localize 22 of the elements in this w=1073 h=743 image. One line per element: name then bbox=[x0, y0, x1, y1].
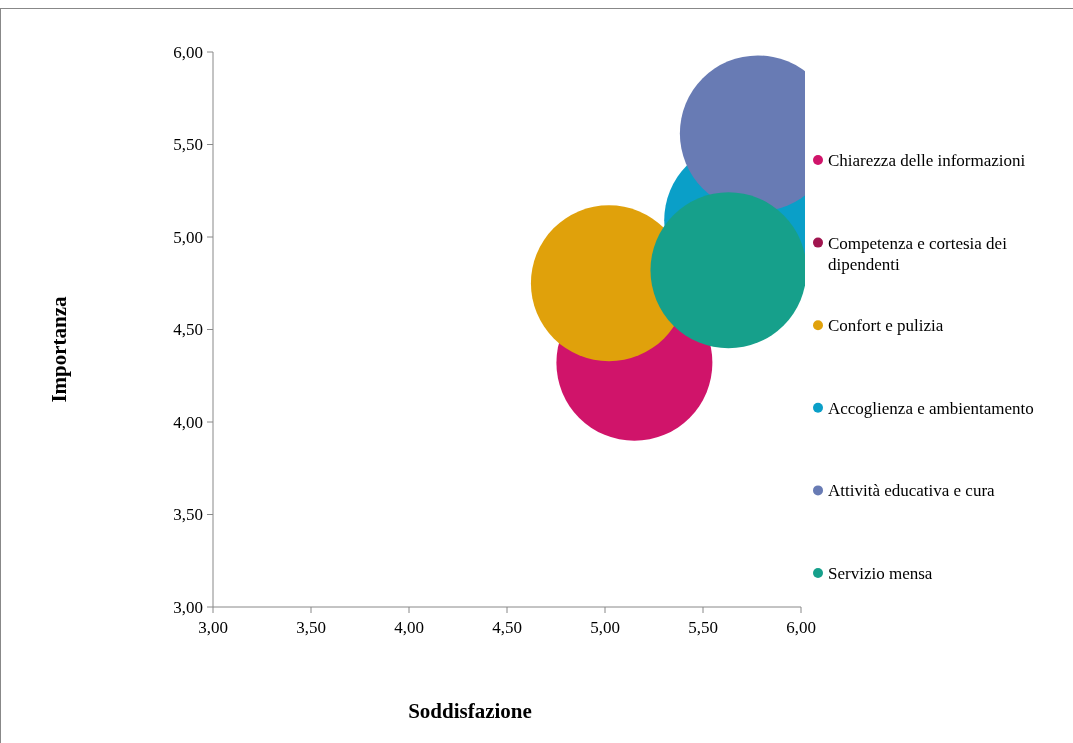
y-tick-label: 5,00 bbox=[173, 227, 203, 247]
legend-label: Confort e pulizia bbox=[828, 316, 944, 336]
x-tick-label: 5,50 bbox=[688, 618, 718, 637]
x-tick-label: 6,00 bbox=[786, 618, 816, 637]
x-tick-label: 3,00 bbox=[198, 618, 228, 637]
x-tick-label: 5,00 bbox=[590, 618, 620, 637]
x-axis-title: Soddisfazione bbox=[408, 699, 532, 723]
y-tick-label: 6,00 bbox=[173, 42, 203, 62]
legend-label: Servizio mensa bbox=[828, 563, 933, 583]
y-tick-label: 3,00 bbox=[173, 597, 203, 617]
legend-label: Chiarezza delle informazioni bbox=[828, 150, 1026, 170]
x-tick-label: 3,50 bbox=[296, 618, 326, 637]
y-tick-label: 4,50 bbox=[173, 320, 203, 340]
y-tick-label: 5,50 bbox=[173, 135, 203, 155]
x-tick-label: 4,00 bbox=[394, 618, 424, 637]
legend-label: Attività educativa e cura bbox=[828, 481, 996, 501]
y-axis-title: Importanza bbox=[47, 295, 71, 403]
y-tick-label: 4,00 bbox=[173, 412, 203, 432]
legend-label: Accoglienza e ambientamento bbox=[828, 398, 1034, 418]
x-tick-label: 4,50 bbox=[492, 618, 522, 637]
legend-label: Competenza e cortesia dei dipendenti bbox=[828, 233, 1008, 274]
y-tick-label: 3,50 bbox=[173, 505, 203, 525]
